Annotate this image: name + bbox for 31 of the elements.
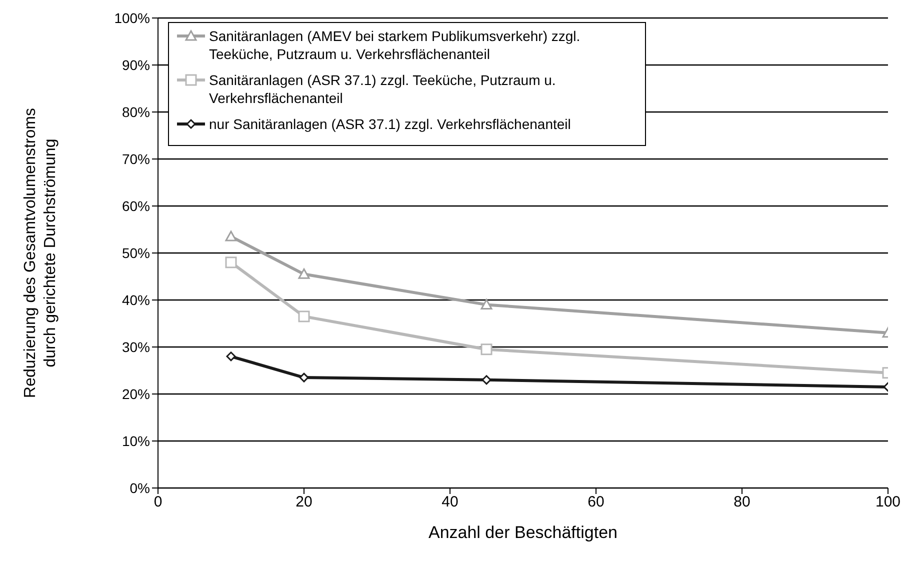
- y-tick-label: 40%: [122, 292, 150, 308]
- legend-label: Sanitäranlagen (ASR 37.1) zzgl. Teeküche, Putzraum u. Verkehrsflächenanteil: [209, 71, 557, 107]
- x-axis-title: Anzahl der Beschäftigten: [428, 523, 618, 542]
- point: [226, 352, 236, 362]
- point: [225, 230, 237, 242]
- y-tick-label: 10%: [122, 432, 150, 449]
- y-tick-label: 20%: [122, 386, 150, 402]
- x-tick-label: 80: [734, 494, 750, 511]
- point: [225, 256, 237, 268]
- x-tick-label: 100: [875, 494, 901, 511]
- point: [298, 268, 310, 279]
- point: [299, 372, 309, 382]
- legend-label: Sanitäranlagen (AMEV bei starkem Publikumsverkehr) zzgl. Teeküche, Putzraum u. Verkehrsflächenanteil: [209, 27, 582, 63]
- y-tick-label: 30%: [122, 338, 150, 355]
- y-tick-label: 70%: [122, 150, 150, 167]
- y-axis-title: Reduzierung des Gesamtvolumenstroms durch gerichtete Durchströmung: [21, 107, 60, 400]
- point: [480, 298, 492, 310]
- y-tick-label: 0%: [130, 480, 150, 496]
- y-tick-label: 100%: [114, 10, 150, 26]
- x-tick-label: 40: [442, 494, 458, 511]
- x-tick-label: 60: [588, 494, 604, 511]
- point: [482, 375, 492, 385]
- x-tick-label: 20: [296, 494, 312, 511]
- x-tick-label: 0: [154, 494, 162, 511]
- y-tick-label: 60%: [122, 198, 150, 214]
- y-tick-label: 90%: [122, 56, 150, 73]
- y-tick-label: 50%: [122, 244, 150, 261]
- legend-label: nur Sanitäranlagen (ASR 37.1) zzgl. Verkehrsflächenanteil: [209, 115, 571, 133]
- point: [298, 310, 310, 322]
- y-tick-label: 80%: [122, 104, 150, 120]
- point: [480, 344, 492, 356]
